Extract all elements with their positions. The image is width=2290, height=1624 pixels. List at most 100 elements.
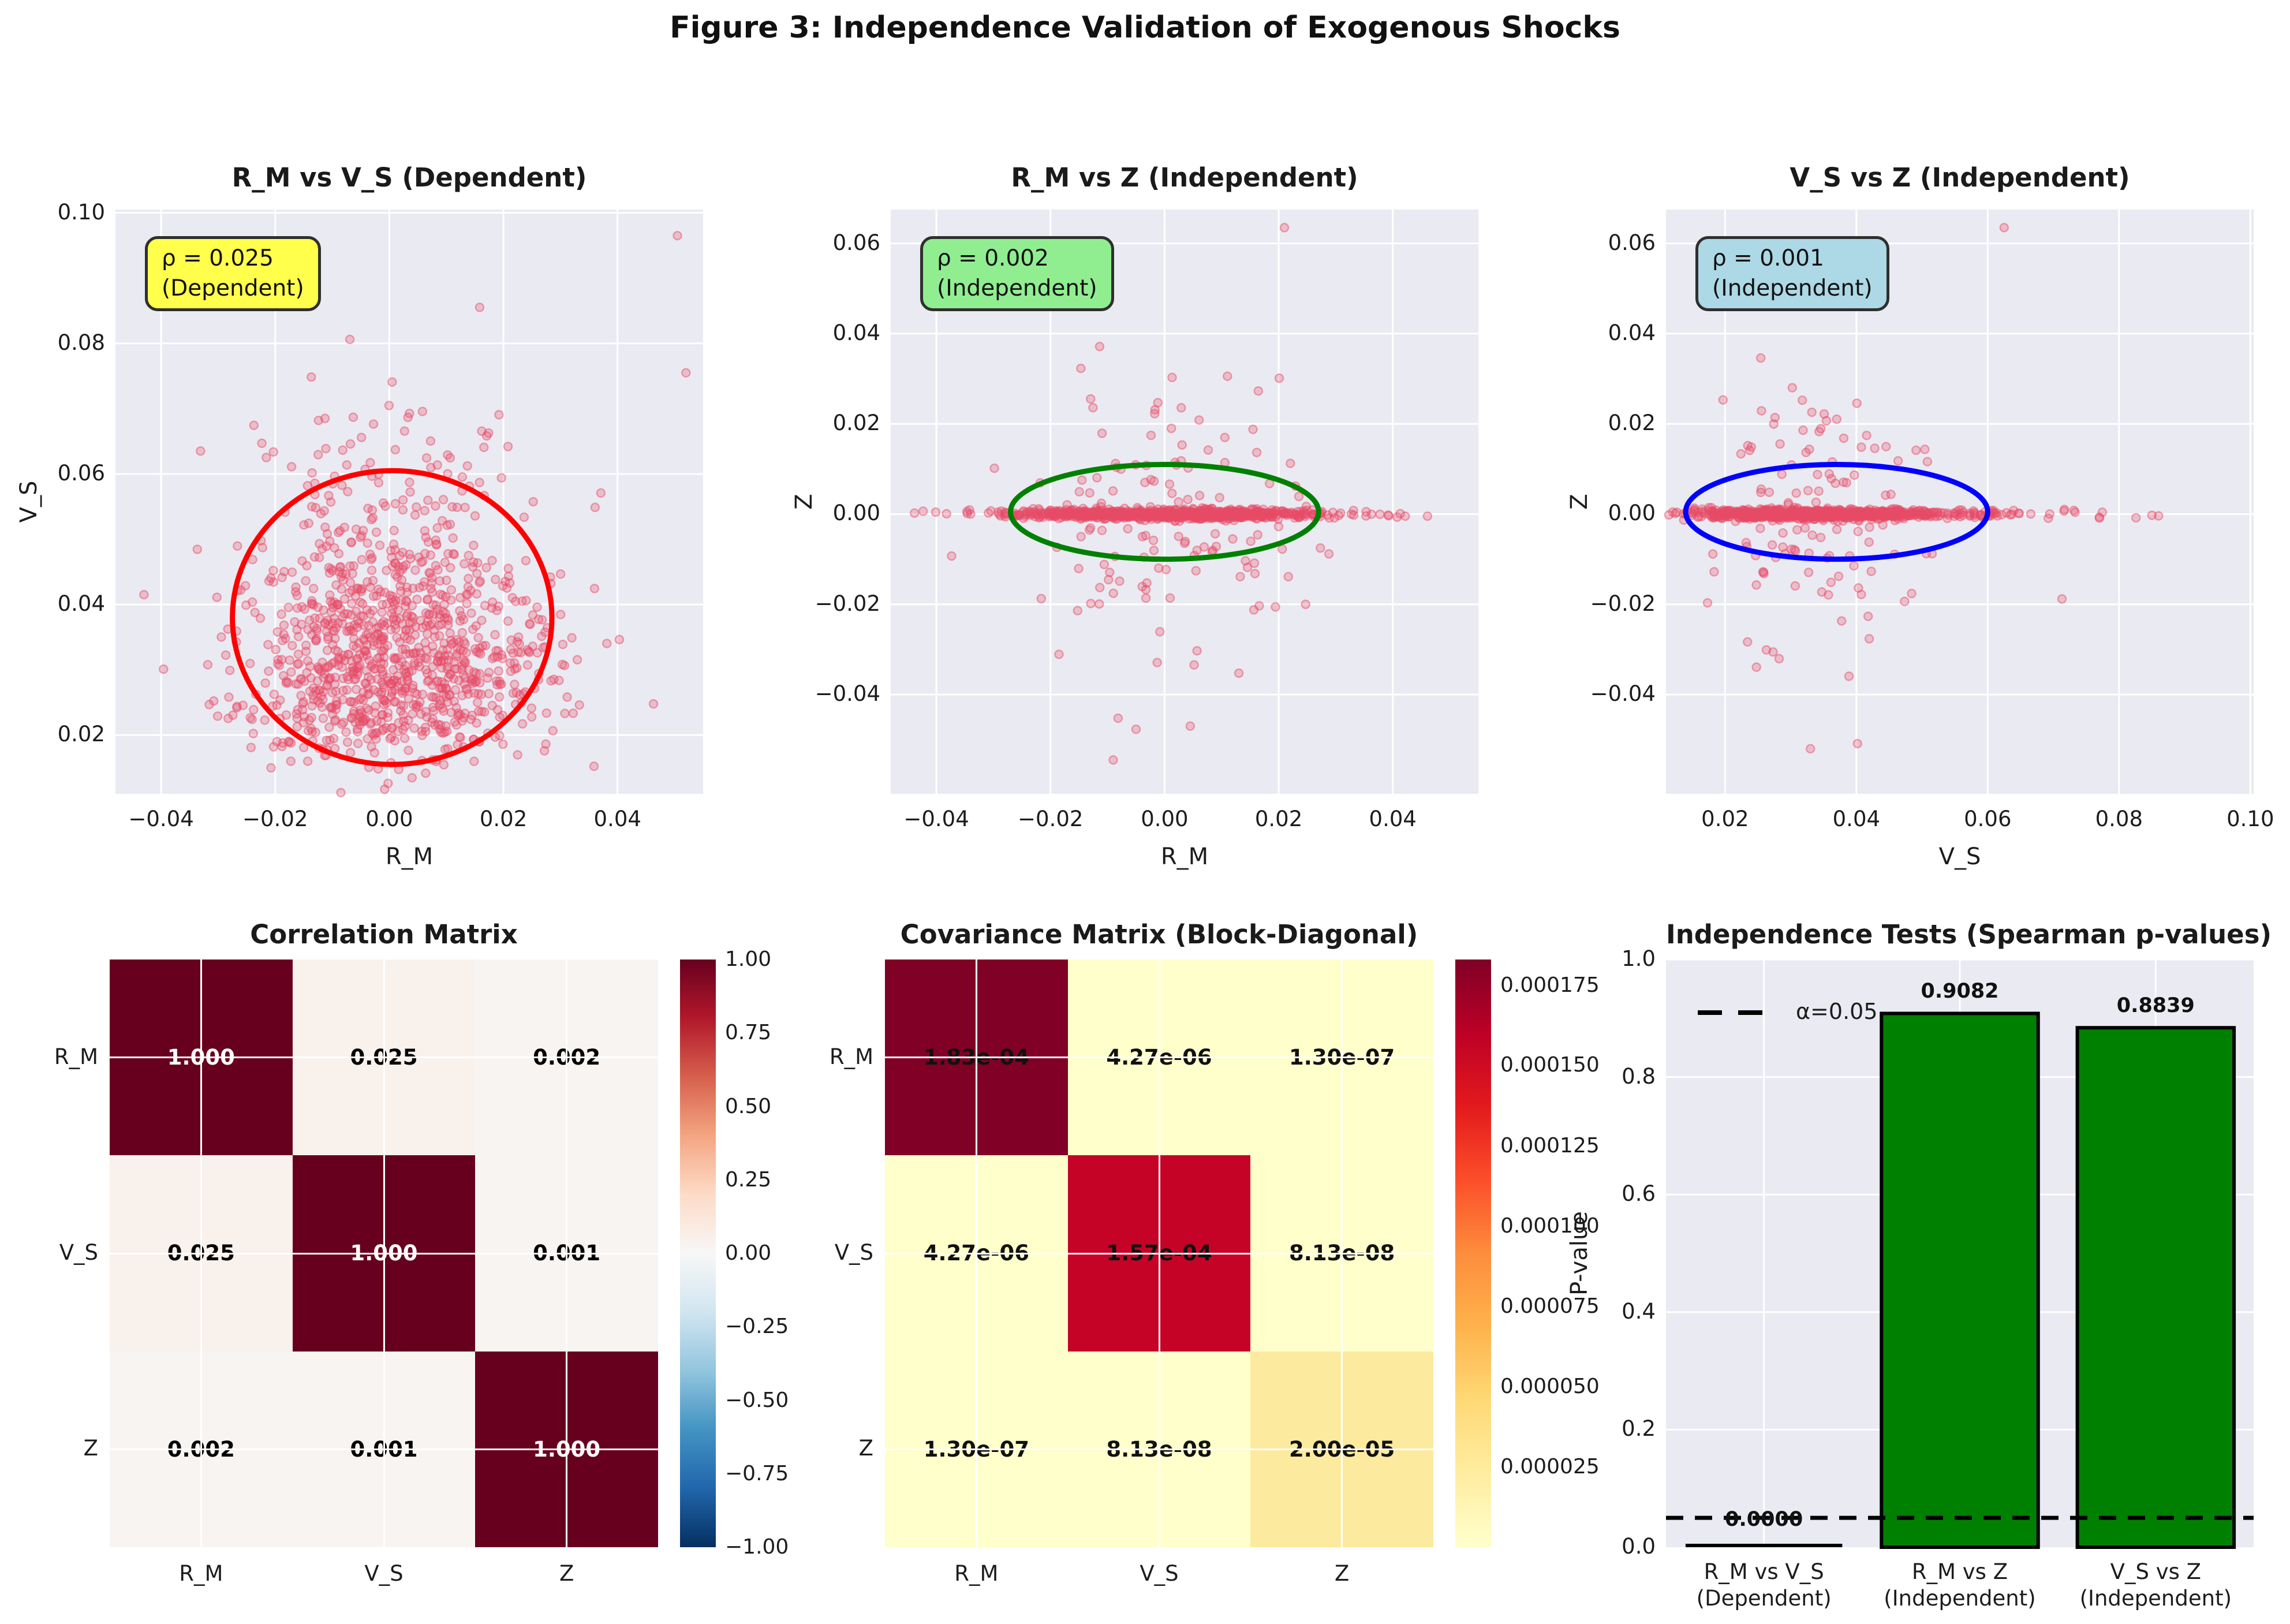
plot-area	[1666, 960, 2254, 1547]
heatmap-cell: 1.30e-07	[1250, 960, 1433, 1156]
rho-annotation: ρ = 0.002 (Independent)	[920, 236, 1114, 311]
legend-alpha-label: α=0.05	[1796, 999, 1878, 1024]
colorbar-tick-label: −0.50	[725, 1388, 789, 1412]
colorbar-tick-label: −0.25	[725, 1315, 789, 1339]
colorbar-tick-label: 0.000100	[1500, 1214, 1600, 1238]
heatmap-gridline	[383, 960, 385, 1547]
x-category-label: V_S vs Z (Independent)	[2079, 1559, 2232, 1611]
y-tick-label: 1.0	[1622, 946, 1656, 971]
colorbar-tick-label: 0.000050	[1500, 1375, 1600, 1399]
heatmap-cell-value: 8.13e-08	[1289, 1241, 1395, 1266]
colorbar-tick-label: 0.000175	[1500, 973, 1600, 997]
y-tick-label: 0.02	[57, 722, 105, 747]
heatmap-cell-value: 1.000	[167, 1045, 235, 1070]
heatmap-cell-value: 4.27e-06	[1106, 1045, 1212, 1070]
heatmap-cell: 0.002	[110, 1351, 293, 1547]
x-tick-label: 0.02	[1254, 807, 1303, 831]
x-category-label: R_M vs V_S (Dependent)	[1696, 1559, 1832, 1611]
scatter-plot-svg	[115, 210, 703, 798]
y-tick-label: 0.04	[1608, 320, 1656, 345]
p-value-bar	[1880, 1011, 2040, 1550]
x-tick-label: 0.00	[1141, 807, 1189, 831]
y-tick-label: 0.06	[57, 460, 105, 486]
colorbar-tick-label: 0.000025	[1500, 1454, 1600, 1479]
rho-annotation: ρ = 0.001 (Independent)	[1695, 236, 1889, 311]
colorbar-tick-label: 1.00	[725, 947, 772, 971]
y-tick-label: 0.0	[1622, 1534, 1656, 1559]
x-tick-label: 0.00	[365, 807, 413, 831]
x-tick-label: V_S	[1140, 1561, 1179, 1586]
bar-value-label: 0.8839	[2116, 994, 2195, 1018]
heatmap-cell: 1.57e-04	[1067, 1155, 1251, 1352]
heatmap-cell-value: 1.000	[533, 1436, 601, 1462]
x-tick-label: 0.04	[1832, 807, 1881, 831]
plot-area	[1666, 210, 2254, 794]
y-tick-label: R_M	[829, 1044, 873, 1069]
y-tick-label: Z	[83, 1436, 98, 1461]
x-tick-label: Z	[1334, 1561, 1350, 1586]
y-tick-label: 0.00	[1608, 501, 1656, 526]
x-tick-label: R_M	[954, 1561, 999, 1586]
x-axis-label: V_S	[1938, 843, 1981, 870]
heatmap-cell-value: 0.002	[533, 1045, 601, 1070]
scatter-plot-svg	[891, 210, 1478, 794]
y-axis-label: Z	[791, 494, 817, 510]
y-tick-label: 0.10	[57, 199, 105, 225]
x-tick-label: 0.04	[593, 807, 641, 831]
x-tick-label: 0.02	[1701, 807, 1749, 831]
confidence-ellipse	[1683, 462, 1990, 562]
y-tick-label: 0.06	[832, 230, 880, 255]
subplot-title: V_S vs Z (Independent)	[1790, 162, 2130, 193]
subplot-title: Independence Tests (Spearman p-values)	[1666, 919, 2272, 950]
y-axis-label: P-value	[1566, 1211, 1593, 1296]
x-tick-label: −0.04	[903, 807, 969, 831]
y-tick-label: 0.4	[1622, 1298, 1656, 1324]
colorbar-tick-label: 0.25	[725, 1167, 772, 1192]
colorbar-tick-label: 0.000150	[1500, 1053, 1600, 1077]
colorbar-tick-label: −1.00	[725, 1535, 789, 1559]
heatmap-cell: 0.025	[292, 960, 476, 1156]
heatmap-cell-value: 1.30e-07	[923, 1436, 1029, 1462]
heatmap-cell-value: 1.30e-07	[1289, 1045, 1395, 1070]
bar-chart-svg	[1666, 958, 2254, 1550]
heatmap-cell-value: 1.000	[350, 1241, 418, 1266]
heatmap-cell: 4.27e-06	[885, 1155, 1068, 1352]
y-tick-label: 0.04	[57, 591, 105, 617]
heatmap-cell: 4.27e-06	[1067, 960, 1251, 1156]
heatmap-gridline	[885, 1252, 1433, 1255]
heatmap-gridline	[110, 1448, 658, 1450]
heatmap-cell: 8.13e-08	[1250, 1155, 1433, 1352]
subplot-title: R_M vs Z (Independent)	[1011, 162, 1358, 193]
y-tick-label: 0.02	[1608, 410, 1656, 436]
confidence-ellipse	[1008, 462, 1321, 562]
p-value-bar	[2075, 1026, 2236, 1549]
heatmap-gridline	[975, 960, 977, 1547]
heatmap-cell-value: 1.83e-04	[923, 1045, 1029, 1070]
x-tick-label: 0.06	[1964, 807, 2012, 831]
y-tick-label: 0.8	[1622, 1063, 1656, 1089]
colorbar-tick-label: 0.000125	[1500, 1133, 1600, 1158]
heatmap-cell: 8.13e-08	[1067, 1351, 1251, 1547]
heatmap-cell-value: 2.00e-05	[1289, 1436, 1395, 1462]
x-tick-label: V_S	[364, 1561, 404, 1586]
heatmap-cell: 1.000	[292, 1155, 476, 1352]
x-category-label: R_M vs Z (Independent)	[1884, 1559, 2036, 1611]
y-tick-label: 0.02	[832, 410, 880, 436]
x-tick-label: Z	[559, 1561, 574, 1586]
heatmap-cell: 1.83e-04	[885, 960, 1068, 1156]
x-tick-label: 0.10	[2227, 807, 2274, 831]
x-axis-label: R_M	[385, 843, 434, 870]
y-tick-label: 0.08	[57, 330, 105, 355]
scatter-points	[1664, 223, 2164, 754]
y-tick-label: −0.02	[1590, 591, 1656, 616]
rho-annotation: ρ = 0.025 (Dependent)	[145, 236, 321, 311]
heatmap-cell-value: 0.001	[533, 1241, 601, 1266]
y-tick-label: V_S	[59, 1240, 98, 1265]
heatmap-gridline	[1341, 960, 1343, 1547]
subplot-title: Covariance Matrix (Block-Diagonal)	[900, 919, 1418, 950]
bar-value-label: 0.0000	[1725, 1508, 1803, 1531]
